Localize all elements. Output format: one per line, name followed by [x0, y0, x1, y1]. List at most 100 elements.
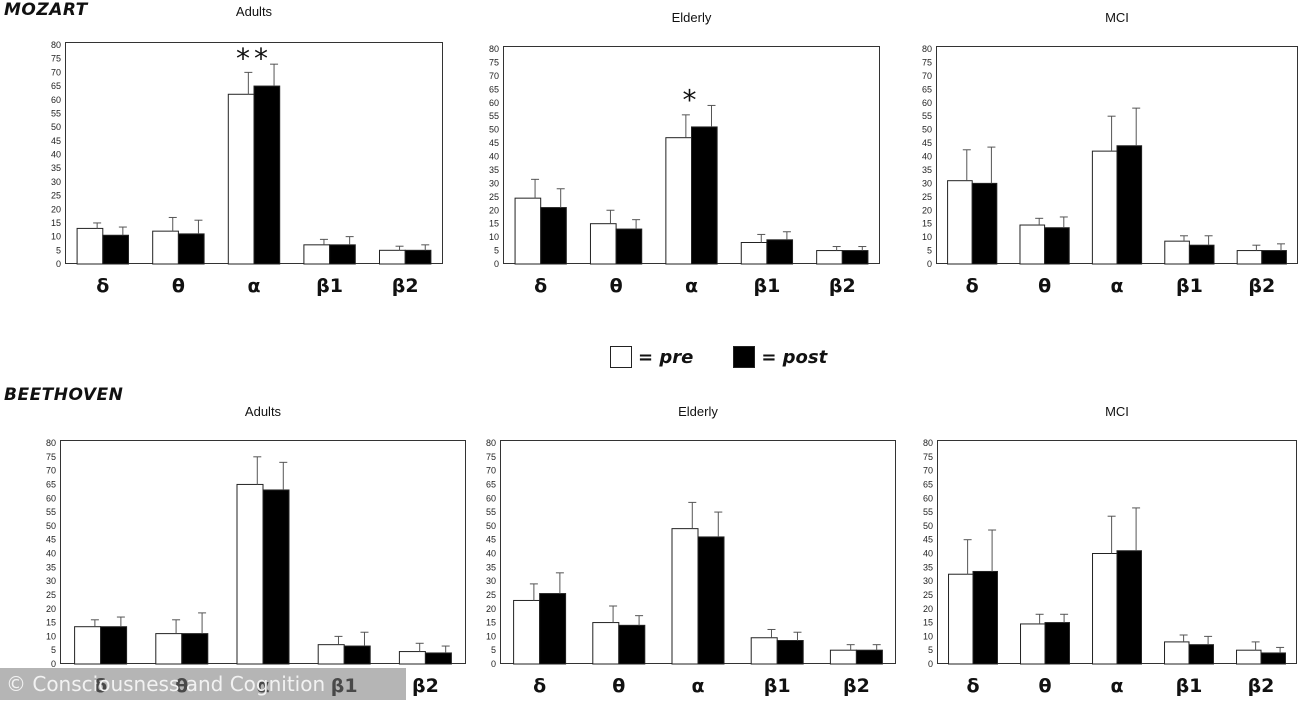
y-tick-label: 65 [46, 479, 56, 489]
bar-pre [1019, 224, 1046, 265]
x-category-label: β1 [316, 275, 343, 297]
y-tick-label: 35 [46, 562, 56, 572]
y-tick-label: 55 [46, 507, 56, 517]
y-tick-label: 70 [489, 71, 499, 81]
bar-pre [74, 626, 102, 665]
bar-post [618, 624, 646, 665]
y-tick-label: 80 [51, 40, 61, 50]
y-tick-label: 75 [51, 54, 61, 64]
y-tick-label: 70 [923, 466, 933, 476]
bar-post [1261, 250, 1287, 265]
bar-post [691, 126, 718, 265]
bar-pre [1236, 649, 1262, 665]
y-tick-label: 5 [56, 245, 61, 255]
bar-post [1260, 652, 1286, 665]
x-category-label: δ [966, 275, 979, 297]
y-tick-label: 35 [489, 165, 499, 175]
y-tick-label: 40 [922, 152, 932, 162]
x-category-label: θ [1038, 675, 1051, 697]
bar-post [404, 249, 432, 265]
bar-post [766, 239, 794, 265]
y-tick-label: 65 [923, 479, 933, 489]
bar-post [855, 649, 883, 665]
y-tick-label: 10 [486, 631, 496, 641]
x-category-label: α [1110, 675, 1123, 697]
y-tick-label: 35 [51, 163, 61, 173]
bar-pre [589, 223, 617, 265]
x-category-label: δ [96, 275, 109, 297]
y-tick-label: 15 [46, 618, 56, 628]
y-tick-label: 0 [56, 259, 61, 269]
y-tick-label: 50 [486, 521, 496, 531]
y-tick-label: 20 [489, 205, 499, 215]
bar-post [262, 489, 290, 665]
legend: = pre = post [610, 344, 867, 370]
chart-title: Elderly [671, 10, 712, 25]
x-category-label: β1 [753, 275, 780, 297]
x-category-label: β2 [843, 675, 870, 697]
chart-title: Elderly [678, 404, 718, 419]
x-category-label: α [1110, 275, 1123, 297]
x-category-label: δ [966, 675, 979, 697]
bar-pre [155, 633, 183, 665]
y-tick-label: 0 [491, 659, 496, 669]
bar-pre [303, 244, 331, 265]
x-category-label: β2 [412, 675, 439, 697]
x-category-label: α [685, 275, 698, 297]
bar-post [102, 234, 130, 265]
significance-annotation: * [683, 83, 701, 116]
bar-post [424, 652, 452, 665]
y-tick-label: 45 [51, 136, 61, 146]
legend-swatch-post [733, 346, 756, 368]
bar-pre [1091, 150, 1118, 265]
y-tick-label: 60 [51, 95, 61, 105]
y-tick-label: 10 [922, 232, 932, 242]
x-category-label: θ [610, 275, 623, 297]
legend-item-pre: = pre [610, 346, 693, 368]
y-tick-label: 5 [928, 645, 933, 655]
y-tick-label: 50 [923, 521, 933, 531]
y-tick-label: 0 [51, 659, 56, 669]
bar-pre [665, 137, 692, 265]
bar-pre [513, 599, 541, 665]
bar-pre [592, 622, 620, 665]
y-tick-label: 15 [922, 219, 932, 229]
bar-post [181, 633, 209, 665]
y-tick-label: 55 [51, 108, 61, 118]
bar-pre [152, 230, 179, 265]
y-tick-label: 80 [489, 44, 499, 54]
bar-post [177, 233, 205, 265]
y-tick-label: 30 [922, 178, 932, 188]
bar-post [1116, 145, 1143, 265]
y-tick-label: 55 [486, 507, 496, 517]
bar-pre [671, 528, 699, 665]
chart-title: Adults [235, 4, 273, 19]
bar-pre [1020, 623, 1046, 665]
x-category-label: δ [533, 675, 546, 697]
x-category-label: β2 [829, 275, 856, 297]
x-category-label: α [247, 275, 260, 297]
y-tick-label: 30 [51, 177, 61, 187]
y-tick-label: 10 [51, 232, 61, 242]
y-tick-label: 15 [51, 218, 61, 228]
bar-pre [750, 637, 778, 665]
x-category-label: θ [1038, 275, 1051, 297]
bar-post [1044, 622, 1070, 665]
y-tick-label: 25 [489, 192, 499, 202]
section-label-mozart: MOZART [4, 0, 88, 20]
y-tick-label: 15 [486, 618, 496, 628]
y-tick-label: 45 [486, 535, 496, 545]
y-tick-label: 50 [489, 125, 499, 135]
y-tick-label: 80 [923, 438, 933, 448]
y-tick-label: 75 [923, 452, 933, 462]
y-tick-label: 70 [46, 466, 56, 476]
y-tick-label: 45 [922, 138, 932, 148]
chart-title: MCI [1105, 10, 1129, 25]
y-tick-label: 40 [46, 549, 56, 559]
bar-pre [1092, 553, 1118, 665]
section-label-beethoven: BEETHOVEN [4, 385, 124, 405]
y-tick-label: 20 [922, 205, 932, 215]
x-category-label: α [691, 675, 704, 697]
